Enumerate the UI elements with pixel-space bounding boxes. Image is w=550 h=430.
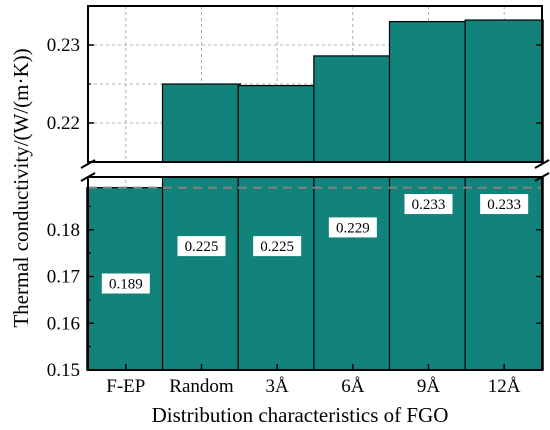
y-tick-label: 0.18 [47,220,80,241]
y-tick-label: 0.23 [47,35,80,56]
data-label: 0.233 [487,197,521,213]
data-label: 0.189 [109,277,143,293]
break-mark-right [534,159,550,169]
x-tick-label: 9Å [417,376,441,397]
data-label-box [404,194,453,215]
data-label: 0.229 [336,220,370,236]
break-mark-right [534,172,550,182]
y-tick-label: 0.15 [47,360,80,381]
y-axis-label: Thermal conductivity/(W/(m·K)) [9,48,33,327]
y-tick-label: 0.22 [47,113,80,134]
bar [313,55,393,371]
data-label-box [480,194,529,215]
x-tick-label: Random [169,376,234,397]
y-tick-label: 0.17 [47,267,80,288]
tick-marks [88,44,542,371]
break-mark-left [80,159,96,169]
y-tick-label: 0.16 [47,313,80,334]
y-tick-labels: 0.15 0.16 0.17 0.18 0.22 0.23 [47,35,80,381]
data-label-box [101,273,150,294]
data-label-box [177,236,226,257]
axis-break-gap [80,162,550,177]
data-label: 0.225 [185,239,219,255]
x-tick-label: 3Å [266,376,290,397]
data-label: 0.233 [412,197,446,213]
bar [161,83,242,371]
axis-break [80,162,550,189]
x-tick-labels: F-EP Random 3Å 6Å 9Å 12Å [106,376,521,397]
lower-axis-box [87,176,543,371]
bar [237,84,317,371]
data-labels: 0.189 0.225 0.225 0.229 0.233 0.233 [101,194,529,294]
x-tick-label: F-EP [106,376,145,397]
data-label-box [328,217,377,238]
data-label: 0.225 [260,239,294,255]
x-tick-label: 6Å [341,376,365,397]
x-axis-label: Distribution characteristics of FGO [152,403,449,427]
data-label-box [253,236,302,257]
break-mark-left [80,172,96,182]
x-tick-label: 12Å [488,376,521,397]
bars [86,19,544,371]
